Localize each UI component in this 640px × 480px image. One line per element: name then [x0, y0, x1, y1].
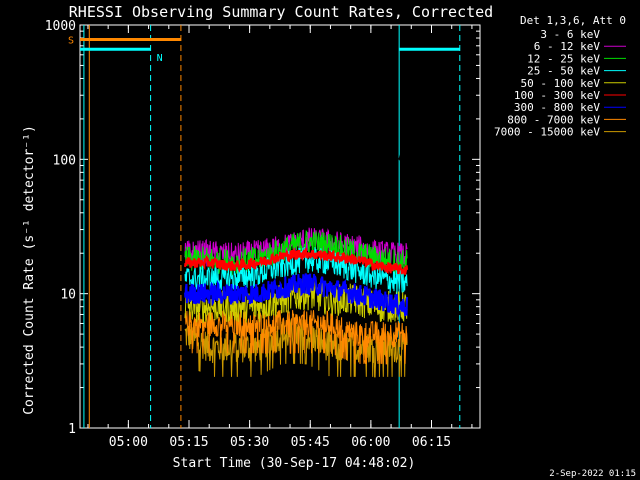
legend-header: Det 1,3,6, Att 0	[520, 14, 626, 27]
legend-label: 7000 - 15000 keV	[494, 126, 600, 139]
series-trace	[184, 273, 409, 318]
x-tick-label: 05:00	[109, 435, 148, 450]
legend-label: 3 - 6 keV	[540, 28, 600, 41]
x-axis-title: Start Time (30-Sep-17 04:48:02)	[173, 456, 416, 471]
legend-label: 25 - 50 keV	[527, 65, 600, 78]
x-tick-label: 05:45	[291, 435, 330, 450]
plot-frame	[79, 24, 481, 429]
series-trace	[184, 247, 409, 275]
x-tick-label: 05:15	[169, 435, 208, 450]
x-tick-label: 06:15	[412, 435, 451, 450]
legend-label: 12 - 25 keV	[527, 52, 600, 65]
series-trace	[184, 247, 408, 294]
legend-label: 300 - 800 keV	[514, 101, 600, 114]
series-trace	[184, 309, 408, 365]
flag-label-night: N	[157, 53, 163, 64]
y-tick-label: 1	[68, 422, 76, 437]
y-tick-label: 1000	[45, 19, 76, 34]
legend-label: 100 - 300 keV	[514, 89, 600, 102]
footer-timestamp: 2-Sep-2022 01:15	[549, 469, 636, 479]
legend-label: 800 - 7000 keV	[507, 113, 600, 126]
x-tick-label: 06:00	[351, 435, 390, 450]
y-axis-title: Corrected Count Rate (s⁻¹ detector⁻¹)	[22, 125, 37, 415]
y-tick-label: 10	[60, 288, 76, 303]
flag-label-saa: S	[68, 35, 74, 46]
legend-label: 6 - 12 keV	[534, 40, 601, 53]
x-tick-label: 05:30	[230, 435, 269, 450]
y-tick-label: 100	[53, 153, 76, 168]
legend-label: 50 - 100 keV	[521, 77, 601, 90]
chart-title: RHESSI Observing Summary Count Rates, Co…	[69, 3, 493, 21]
series-trace	[184, 149, 408, 161]
